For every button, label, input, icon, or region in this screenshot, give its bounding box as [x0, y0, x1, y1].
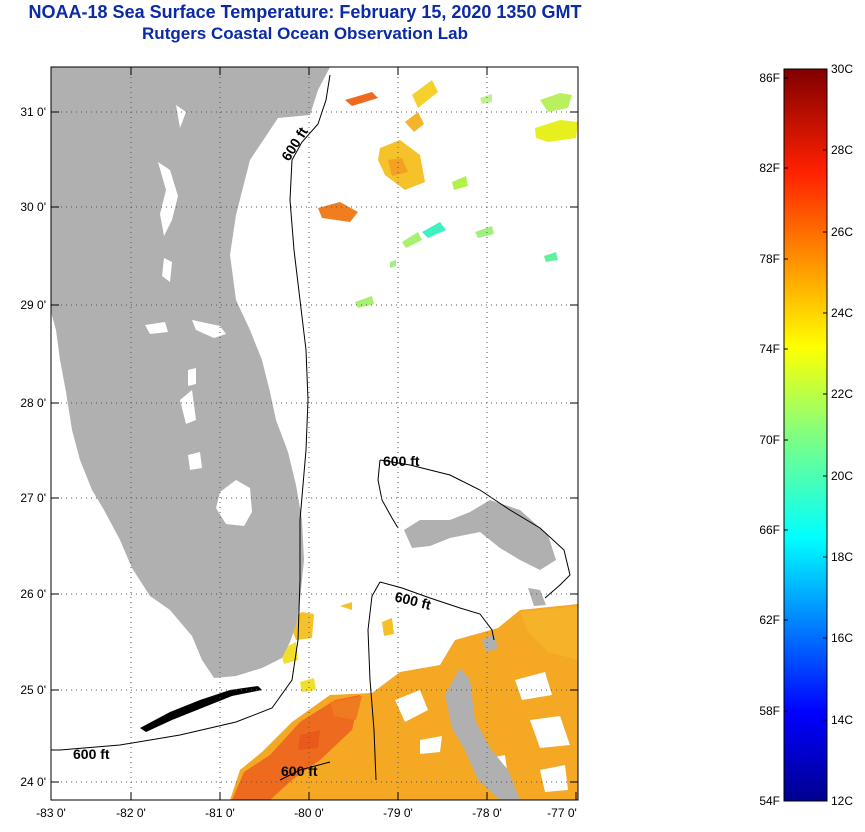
colorbar-c-label: 18C	[831, 550, 853, 564]
contour-label-bahamas: 600 ft	[383, 453, 420, 469]
lat-label: 28 0'	[20, 396, 46, 410]
map-title: NOAA-18 Sea Surface Temperature: Februar…	[28, 2, 582, 22]
lat-label: 25 0'	[20, 683, 46, 697]
lat-label: 31 0'	[20, 105, 46, 119]
colorbar-f-label: 66F	[759, 523, 780, 537]
colorbar-f-label: 58F	[759, 704, 780, 718]
lat-label: 27 0'	[20, 491, 46, 505]
contour-label-keys: 600 ft	[73, 746, 110, 762]
colorbar-c-label: 20C	[831, 469, 853, 483]
colorbar-c-label: 26C	[831, 225, 853, 239]
colorbar-f-label: 54F	[759, 794, 780, 808]
lon-label: -83 0'	[36, 806, 66, 820]
lon-label: -77 0'	[547, 806, 577, 820]
contour-label-south: 600 ft	[281, 763, 318, 779]
colorbar-f-label: 74F	[759, 342, 780, 356]
colorbar-f-label: 70F	[759, 433, 780, 447]
graticule	[51, 67, 578, 800]
colorbar-ticks	[784, 68, 827, 721]
sst-yellow-patch-ne	[535, 93, 578, 142]
colorbar-c-label: 30C	[831, 62, 853, 76]
colorbar-c-label: 12C	[831, 794, 853, 808]
colorbar-c-label: 24C	[831, 306, 853, 320]
lon-label: -81 0'	[205, 806, 235, 820]
colorbar-c-label: 28C	[831, 143, 853, 157]
axis-ticks	[51, 67, 578, 800]
colorbar-f-label: 82F	[759, 161, 780, 175]
lon-label: -82 0'	[116, 806, 146, 820]
map-subtitle: Rutgers Coastal Ocean Observation Lab	[142, 24, 468, 43]
colorbar-c-label: 22C	[831, 387, 853, 401]
temperature-colorbar	[783, 68, 828, 802]
lat-label: 24 0'	[20, 775, 46, 789]
colorbar-f-label: 62F	[759, 613, 780, 627]
map-frame	[50, 66, 579, 801]
sst-data-gaps	[395, 672, 570, 792]
colorbar-f-label: 86F	[759, 71, 780, 85]
lon-label: -80 0'	[294, 806, 324, 820]
colorbar-c-label: 16C	[831, 631, 853, 645]
lon-label: -78 0'	[472, 806, 502, 820]
florida-lakes	[145, 105, 252, 526]
lon-label: -79 0'	[383, 806, 413, 820]
isobath-600ft	[51, 74, 571, 781]
florida-landmass	[51, 67, 578, 678]
florida-keys	[140, 686, 262, 732]
sst-green-streaks	[355, 94, 558, 308]
colorbar-f-label: 78F	[759, 252, 780, 266]
colorbar-c-label: 14C	[831, 713, 853, 727]
lat-label: 26 0'	[20, 587, 46, 601]
lat-label: 29 0'	[20, 298, 46, 312]
lat-label: 30 0'	[20, 200, 46, 214]
sst-orange-patch-north	[318, 80, 438, 222]
